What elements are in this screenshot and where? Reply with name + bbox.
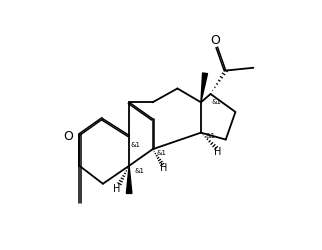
Polygon shape [126, 166, 132, 194]
Text: O: O [63, 130, 73, 142]
Text: O: O [210, 34, 220, 46]
Text: &1: &1 [135, 167, 145, 173]
Text: &1: &1 [130, 141, 140, 147]
Text: H: H [214, 146, 221, 156]
Text: H: H [160, 162, 167, 172]
Text: &1: &1 [205, 133, 215, 139]
Text: &1: &1 [157, 150, 167, 155]
Text: &1: &1 [212, 98, 222, 104]
Text: H: H [113, 183, 120, 193]
Polygon shape [201, 74, 207, 103]
